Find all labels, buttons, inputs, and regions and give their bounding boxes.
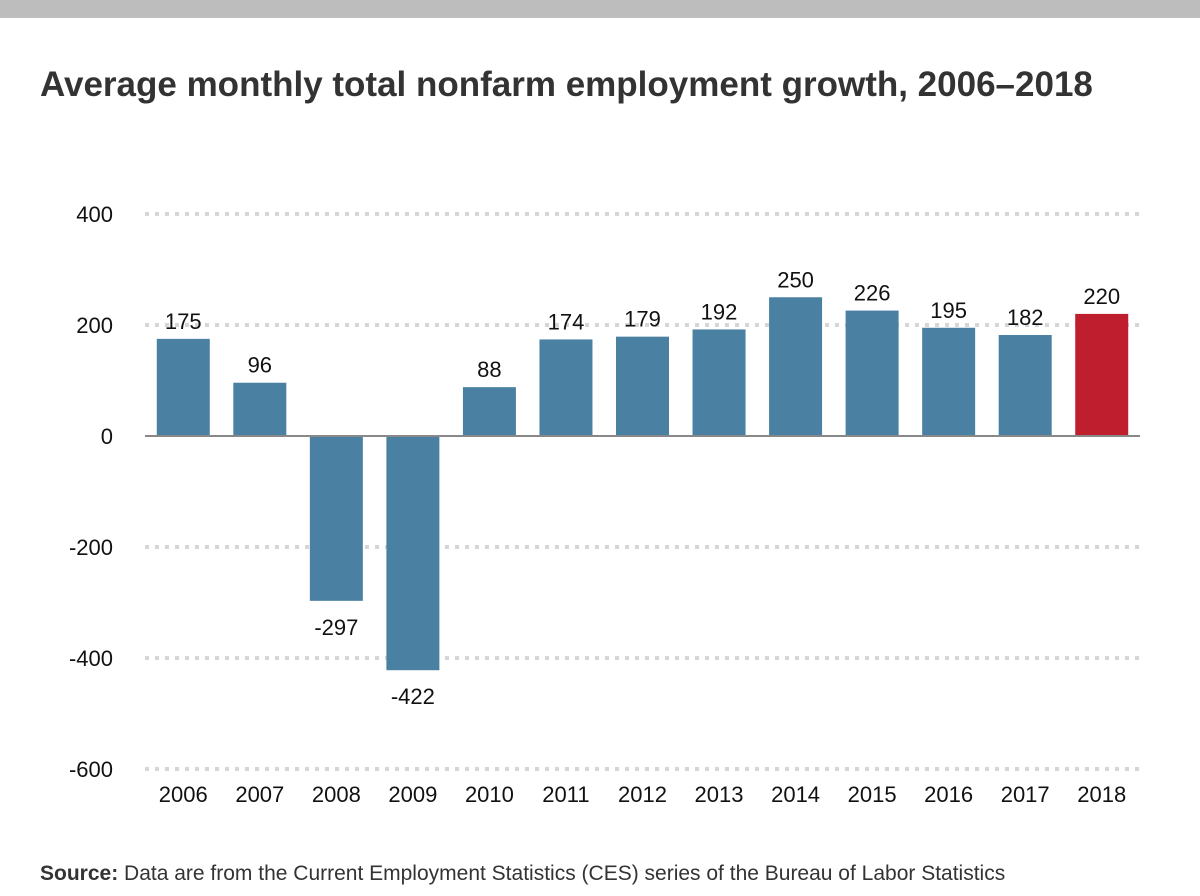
bar-value-label-2014: 250 [777, 267, 814, 292]
bar-value-labels: 175 96 -297 -422 88 174 179 192 250 226 195 182 220 [165, 267, 1120, 709]
bar-2010 [462, 387, 516, 436]
bar-value-label-2017: 182 [1007, 305, 1044, 330]
bar-value-label-2007: 96 [248, 353, 272, 378]
y-tick-label: -600 [69, 757, 113, 782]
y-tick-label: -400 [69, 646, 113, 671]
bar-2015 [845, 310, 899, 436]
bar-2011 [539, 339, 593, 436]
bar-value-label-2008: -297 [314, 615, 358, 640]
bar-2016 [922, 327, 976, 436]
bar-value-label-2015: 226 [854, 281, 891, 306]
x-tick-label-2010: 2010 [465, 782, 514, 807]
bar-value-label-2013: 192 [701, 299, 738, 324]
top-accent-bar [0, 0, 1200, 18]
bar-2006 [156, 338, 210, 436]
y-tick-label: 400 [76, 202, 113, 227]
bar-2009 [386, 436, 440, 671]
x-tick-label-2014: 2014 [771, 782, 820, 807]
bars [156, 297, 1129, 671]
source-note: Source: Data are from the Current Employ… [40, 862, 1180, 886]
x-tick-label-2009: 2009 [388, 782, 437, 807]
x-tick-label-2012: 2012 [618, 782, 667, 807]
y-tick-label: 200 [76, 313, 113, 338]
bar-value-label-2006: 175 [165, 309, 202, 334]
bar-2018 [1075, 313, 1129, 436]
x-tick-label-2018: 2018 [1077, 782, 1126, 807]
bar-2012 [616, 336, 669, 436]
gridlines [145, 212, 1140, 771]
bar-2014 [769, 297, 823, 436]
bar-value-label-2010: 88 [477, 357, 501, 382]
bar-2017 [998, 334, 1052, 436]
x-tick-label-2017: 2017 [1001, 782, 1050, 807]
bar-value-label-2009: -422 [391, 684, 435, 709]
x-tick-label-2006: 2006 [159, 782, 208, 807]
x-tick-label-2016: 2016 [924, 782, 973, 807]
x-axis-tick-labels: 2006 2007 2008 2009 2010 2011 2012 2013 2014 2015… [159, 782, 1126, 807]
x-tick-label-2007: 2007 [235, 782, 284, 807]
chart-title: Average monthly total nonfarm employment… [40, 65, 1093, 104]
bar-2007 [233, 382, 287, 436]
x-tick-label-2015: 2015 [848, 782, 897, 807]
source-label: Source: [40, 862, 119, 885]
bar-value-label-2011: 174 [548, 309, 585, 334]
bar-value-label-2012: 179 [624, 307, 661, 332]
bar-value-label-2018: 220 [1083, 284, 1120, 309]
y-axis-tick-labels: 400 200 0 -200 -400 -600 [69, 202, 113, 782]
y-tick-label: -200 [69, 535, 113, 560]
y-tick-label: 0 [101, 424, 113, 449]
bar-value-label-2016: 195 [930, 298, 967, 323]
x-tick-label-2013: 2013 [695, 782, 744, 807]
bar-2008 [309, 436, 363, 601]
bar-2013 [692, 329, 746, 436]
x-tick-label-2008: 2008 [312, 782, 361, 807]
x-tick-label-2011: 2011 [542, 782, 589, 807]
source-text: Data are from the Current Employment Sta… [124, 862, 1006, 885]
